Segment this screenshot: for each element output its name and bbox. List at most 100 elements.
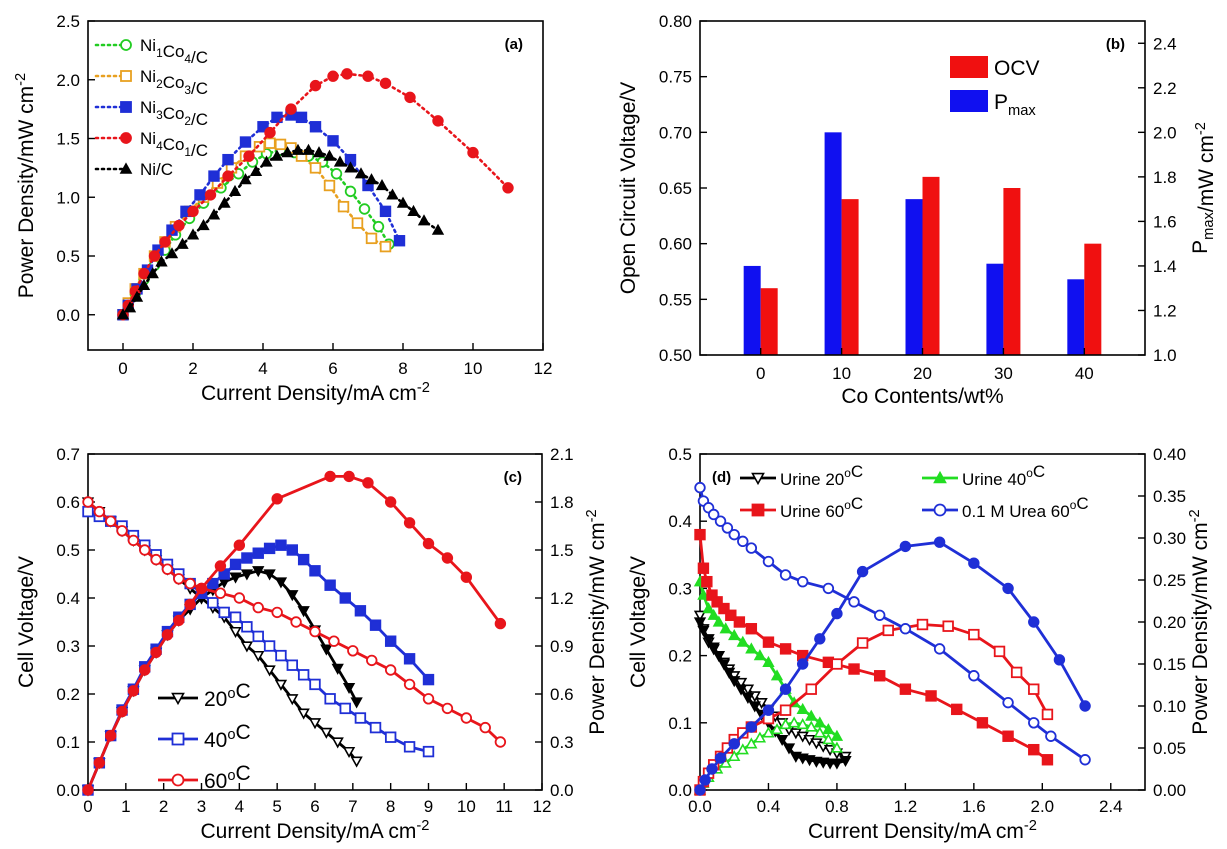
data-point — [422, 537, 435, 550]
y-axis-label: Power Density/mW cm-2 — [13, 73, 38, 298]
legend-label: 20oC — [204, 680, 251, 711]
data-point — [239, 173, 252, 185]
legend-swatch — [950, 90, 988, 112]
data-point — [993, 645, 1006, 658]
data-point — [173, 219, 185, 232]
data-point — [253, 141, 266, 153]
data-point — [762, 636, 775, 648]
data-point — [324, 470, 336, 483]
data-point — [274, 577, 288, 589]
data-point — [297, 553, 310, 566]
data-point — [82, 784, 94, 796]
data-point — [1079, 700, 1091, 712]
data-point — [813, 726, 826, 738]
x-tick-label: 2 — [159, 797, 168, 816]
y2-tick-label: 0.20 — [1153, 613, 1186, 632]
data-point — [441, 552, 454, 564]
y2-tick-label: 0.25 — [1153, 571, 1186, 590]
data-point — [330, 168, 343, 180]
data-point — [333, 155, 347, 167]
data-point — [243, 150, 255, 162]
data-point — [707, 508, 720, 521]
data-point — [155, 255, 168, 267]
legend-label: Ni1Co4/C — [140, 36, 208, 67]
y-tick-label: 1.5 — [56, 130, 80, 149]
y-tick-label: 0.5 — [668, 445, 692, 464]
data-point — [150, 646, 162, 659]
data-point — [116, 705, 128, 718]
bar-pmax — [905, 199, 923, 355]
bar-ocv — [841, 199, 859, 355]
x-tick-label: 2.0 — [1030, 797, 1054, 816]
series-5 — [82, 470, 507, 796]
data-point — [150, 553, 162, 566]
data-point — [467, 146, 479, 159]
panel-label: (c) — [504, 469, 522, 486]
x-tick-label: 8 — [386, 797, 395, 816]
data-point — [331, 663, 344, 675]
legend-swatch — [950, 56, 988, 78]
data-point — [733, 616, 746, 628]
data-point — [362, 70, 374, 82]
data-point — [782, 743, 796, 755]
data-point — [925, 690, 937, 702]
data-point — [344, 161, 357, 173]
y2-axis-label: Pmax/mW cm-2 — [1189, 122, 1218, 254]
data-point — [1028, 683, 1040, 695]
data-point — [779, 683, 792, 695]
x-tick-label: 9 — [424, 797, 433, 816]
data-point — [93, 505, 106, 518]
x-tick-label: 1.6 — [962, 797, 986, 816]
data-point — [745, 542, 758, 554]
data-point — [222, 153, 234, 166]
data-point — [286, 590, 299, 602]
y-tick-label: 0.4 — [56, 589, 80, 608]
legend-label: 0.1 M Urea 60oC — [962, 494, 1089, 521]
y2-tick-label: 1.4 — [1153, 257, 1177, 276]
data-point — [139, 544, 151, 556]
legend-entry: Ni1Co4/C — [94, 36, 208, 67]
y-tick-label: 0.2 — [668, 647, 692, 666]
data-point — [194, 189, 206, 201]
bar-pmax — [986, 263, 1004, 355]
data-point — [699, 774, 711, 786]
data-point — [339, 592, 351, 604]
data-point — [239, 136, 252, 148]
data-point — [252, 601, 264, 614]
data-point — [365, 232, 378, 245]
legend-marker — [933, 503, 947, 517]
series-4 — [116, 143, 445, 320]
data-point — [874, 670, 886, 682]
data-point — [309, 565, 321, 577]
data-point — [712, 650, 725, 663]
data-point — [286, 544, 299, 556]
data-point — [707, 642, 720, 654]
data-point — [728, 528, 740, 541]
x-tick-label: 0 — [83, 797, 92, 816]
data-point — [249, 164, 263, 177]
y-tick-label: 0.1 — [668, 714, 692, 733]
y2-axis-label: Power Density/mW cm-2 — [1187, 509, 1212, 734]
data-point — [218, 196, 231, 208]
data-point — [1028, 616, 1040, 628]
y2-tick-label: 0.40 — [1153, 445, 1186, 464]
data-point — [968, 628, 980, 641]
data-point — [899, 540, 912, 553]
legend-marker — [751, 472, 765, 486]
y2-tick-label: 2.4 — [1153, 34, 1177, 53]
data-point — [347, 645, 359, 657]
data-point — [693, 610, 707, 622]
data-point — [159, 236, 171, 248]
x-tick-label: 40 — [1075, 364, 1094, 383]
data-point — [796, 575, 809, 588]
data-point — [82, 496, 94, 508]
data-point — [805, 683, 817, 695]
data-point — [309, 121, 322, 133]
y-tick-label: 0.5 — [56, 247, 80, 266]
data-point — [252, 630, 264, 643]
data-point — [148, 250, 161, 262]
data-point — [830, 729, 844, 741]
data-point — [372, 220, 385, 233]
bar-pmax — [743, 265, 761, 355]
